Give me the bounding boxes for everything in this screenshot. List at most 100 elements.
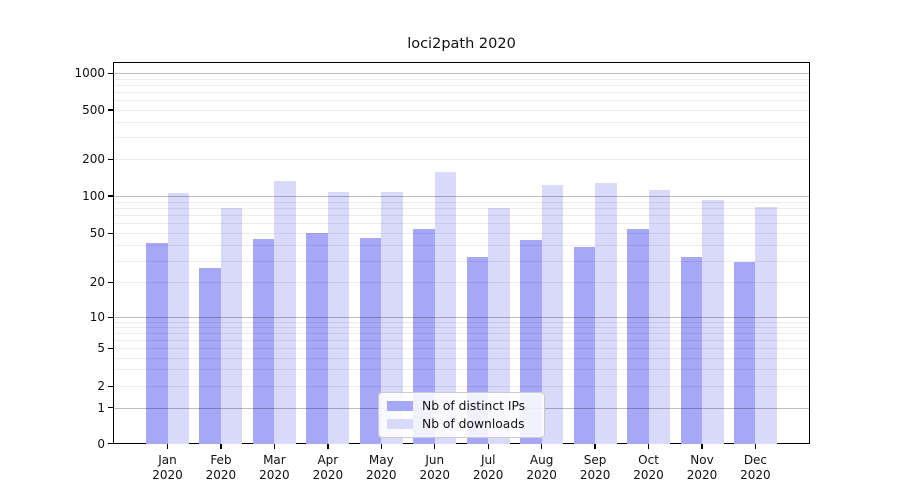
y-tick-1 [108, 407, 113, 409]
x-tick-label-jan: Jan 2020 [136, 453, 200, 482]
bar-downloads-oct [648, 189, 671, 444]
y-tick-label-500: 500 [82, 103, 105, 117]
x-tick-month: Mar [263, 453, 286, 467]
x-tick-month: Jan [158, 453, 177, 467]
gridline-10 [113, 317, 810, 319]
x-tick-label-nov: Nov 2020 [670, 453, 734, 482]
x-tick-aug [540, 444, 543, 449]
x-tick-month: Feb [210, 453, 232, 467]
gridline-20 [113, 282, 810, 284]
gridline-70 [113, 215, 810, 217]
x-tick-label-aug: Aug 2020 [510, 453, 574, 482]
y-tick-2 [108, 385, 113, 387]
gridline-80 [113, 208, 810, 209]
x-tick-month: Sep [583, 453, 607, 467]
legend: Nb of distinct IPs Nb of downloads [378, 392, 545, 438]
x-tick-nov [701, 444, 703, 449]
gridline-8 [113, 327, 810, 329]
bar-distinct-ips-sep [573, 246, 596, 444]
gridline-3 [113, 369, 810, 371]
y-tick-label-1: 1 [97, 400, 105, 415]
x-tick-label-oct: Oct 2020 [617, 453, 681, 482]
y-tick-label-100: 100 [82, 189, 105, 203]
bar-distinct-ips-jan [146, 242, 168, 444]
bar-downloads-aug [541, 184, 564, 444]
gridline-9 [113, 322, 810, 323]
y-tick-5 [108, 347, 113, 349]
bar-downloads-apr [327, 191, 350, 444]
x-tick-year: 2020 [259, 467, 290, 482]
x-tick-dec [754, 444, 757, 449]
x-tick-jun [434, 444, 436, 449]
x-tick-label-jun: Jun 2020 [403, 453, 467, 482]
x-tick-label-jul: Jul 2020 [456, 453, 520, 482]
gridline-1000 [113, 73, 810, 75]
x-tick-month: May [368, 453, 394, 467]
x-tick-label-sep: Sep 2020 [563, 453, 627, 482]
y-tick-100 [108, 195, 113, 197]
x-tick-jan [166, 444, 169, 449]
x-tick-year: 2020 [152, 467, 183, 482]
x-tick-year: 2020 [740, 467, 771, 482]
x-tick-month: Nov [690, 453, 714, 467]
bar-distinct-ips-feb [199, 268, 221, 444]
y-tick-label-10: 10 [89, 310, 105, 325]
y-tick-label-200: 200 [82, 152, 105, 167]
x-tick-label-feb: Feb 2020 [189, 453, 253, 482]
bar-distinct-ips-mar [252, 238, 275, 444]
bar-downloads-feb [220, 208, 243, 444]
bar-downloads-sep [595, 182, 617, 444]
gridline-4 [113, 357, 810, 359]
bar-distinct-ips-oct [627, 229, 649, 444]
y-tick-50 [108, 232, 113, 234]
x-tick-year: 2020 [633, 467, 664, 482]
bar-downloads-jun [434, 172, 457, 444]
bar-distinct-ips-dec [733, 262, 756, 444]
x-tick-month: Apr [317, 453, 339, 467]
y-tick-200 [108, 158, 113, 160]
gridline-800 [113, 85, 810, 87]
bar-downloads-dec [755, 206, 777, 444]
gridline-700 [113, 92, 810, 94]
y-tick-label-50: 50 [89, 226, 105, 241]
y-tick-10 [108, 316, 113, 318]
y-tick-label-1000: 1000 [74, 66, 105, 81]
x-tick-apr [327, 444, 329, 449]
legend-item-distinct-ips: Nb of distinct IPs [387, 399, 536, 413]
x-tick-year: 2020 [526, 467, 557, 482]
bar-downloads-jul [488, 208, 510, 444]
x-tick-year: 2020 [579, 467, 611, 482]
gridline-90 [113, 201, 810, 203]
x-tick-may [380, 444, 382, 449]
legend-item-downloads: Nb of downloads [387, 417, 536, 431]
bar-downloads-mar [274, 180, 296, 444]
x-tick-month: Dec [743, 453, 768, 467]
gridline-900 [113, 78, 810, 80]
x-tick-mar [273, 444, 276, 449]
x-tick-year: 2020 [686, 467, 718, 482]
x-tick-year: 2020 [366, 467, 397, 482]
gridline-6 [113, 340, 810, 342]
legend-label-downloads: Nb of downloads [422, 417, 525, 431]
x-tick-month: Aug [529, 453, 554, 467]
y-tick-label-0: 0 [97, 436, 105, 451]
gridline-60 [113, 223, 810, 225]
y-tick-label-5: 5 [97, 341, 105, 356]
gridline-5 [113, 348, 810, 350]
gridline-40 [113, 245, 810, 247]
legend-swatch-distinct-ips [387, 401, 413, 411]
x-tick-year: 2020 [419, 467, 451, 482]
x-tick-oct [647, 444, 650, 449]
x-tick-month: Jun [425, 453, 445, 467]
y-tick-label-20: 20 [89, 275, 105, 290]
bar-downloads-nov [702, 199, 724, 444]
legend-label-distinct-ips: Nb of distinct IPs [422, 399, 526, 413]
gridline-30 [113, 260, 810, 262]
bar-downloads-may [381, 191, 403, 444]
y-tick-20 [108, 281, 113, 283]
x-tick-feb [220, 444, 222, 449]
x-tick-label-may: May 2020 [349, 453, 413, 482]
x-tick-jul [487, 444, 489, 449]
gridline-300 [113, 137, 810, 139]
x-tick-year: 2020 [205, 467, 237, 482]
